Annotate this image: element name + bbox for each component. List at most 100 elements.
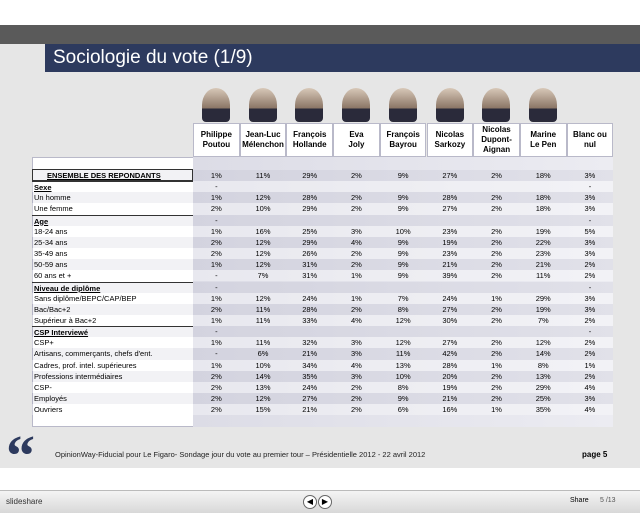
- cell: 8%: [397, 304, 409, 314]
- cell: 3%: [351, 226, 362, 236]
- column-header: Blanc ou nul: [566, 123, 614, 157]
- slide-title: Sociologie du vote (1/9): [45, 44, 640, 72]
- cell: 1%: [491, 405, 502, 415]
- cell: 28%: [442, 193, 458, 203]
- cell: 42%: [442, 349, 458, 359]
- cell: 2%: [351, 204, 362, 214]
- row-label: 60 ans et +: [34, 271, 72, 281]
- cell: 33%: [302, 315, 318, 325]
- cell: 27%: [442, 338, 458, 348]
- column-header: Eva Joly: [333, 123, 380, 157]
- cell: 2%: [491, 226, 502, 236]
- cell: 2%: [584, 349, 596, 359]
- cell: 25%: [535, 394, 551, 403]
- cell: 1%: [210, 338, 222, 348]
- cell: 2%: [210, 204, 222, 214]
- cell: 9%: [397, 394, 409, 403]
- cell: 12%: [255, 394, 271, 403]
- cell: 21%: [302, 349, 318, 359]
- candidate-photo: [202, 88, 230, 122]
- cell: 3%: [584, 237, 596, 247]
- next-button[interactable]: ▶: [318, 495, 332, 509]
- cell: 24%: [302, 293, 318, 303]
- prev-button[interactable]: ◀: [303, 495, 317, 509]
- cell: 12%: [255, 260, 271, 270]
- cell: 2%: [491, 271, 502, 281]
- cell: -: [215, 349, 218, 359]
- cell: 1%: [210, 260, 222, 270]
- cell: 29%: [535, 382, 551, 392]
- cell: 2%: [210, 382, 222, 392]
- cell: 12%: [255, 193, 271, 203]
- cell: 12%: [255, 237, 271, 247]
- cell: 1%: [210, 315, 222, 325]
- header-line: Eva: [349, 130, 364, 139]
- cell: 19%: [442, 237, 458, 247]
- cell: 2%: [491, 349, 502, 359]
- row-label: Une femme: [34, 204, 73, 214]
- column-header: Jean-Luc Mélenchon: [239, 123, 287, 157]
- row-label: Sexe: [32, 181, 193, 192]
- cell: 3%: [584, 304, 596, 314]
- cell: 3%: [584, 204, 596, 214]
- cell: 2%: [351, 394, 362, 403]
- cell: 12%: [395, 338, 411, 348]
- cell: 11%: [536, 271, 551, 281]
- logo[interactable]: slideshare: [6, 497, 43, 506]
- cell: 3%: [584, 249, 596, 259]
- cell: -: [215, 271, 218, 281]
- row-label: Bac/Bac+2: [34, 304, 71, 314]
- cell: 2%: [210, 249, 222, 259]
- cell: 11%: [255, 171, 271, 180]
- cell: 18%: [535, 193, 551, 203]
- row-band: [32, 393, 614, 405]
- cell: 9%: [397, 249, 409, 259]
- cell: 2%: [584, 338, 596, 348]
- cell: 7%: [397, 293, 409, 303]
- cell: 34%: [302, 360, 318, 370]
- cell: 10%: [255, 360, 271, 370]
- cell: 29%: [302, 171, 318, 180]
- row-label: Cadres, prof. intel. supérieures: [34, 360, 137, 370]
- cell: 1%: [351, 271, 362, 281]
- share-button[interactable]: Share: [570, 497, 589, 504]
- row-label: Sans diplôme/BEPC/CAP/BEP: [34, 293, 137, 303]
- header-line: Nicolas: [482, 125, 511, 134]
- header-line: François: [386, 130, 420, 139]
- row-band: [32, 248, 614, 260]
- row-band: [32, 270, 614, 282]
- row-band: [32, 192, 614, 204]
- cell: 3%: [584, 394, 596, 403]
- cell: 21%: [442, 260, 458, 270]
- row-band: [32, 170, 614, 182]
- cell: 6%: [257, 349, 269, 359]
- header-line: Mélenchon: [242, 140, 284, 149]
- cell: 12%: [535, 338, 551, 348]
- column-header: Philippe Poutou: [193, 123, 240, 157]
- cell: 19%: [442, 382, 458, 392]
- cell: 24%: [302, 382, 318, 392]
- cell: 9%: [397, 204, 409, 214]
- cell: 11%: [255, 315, 271, 325]
- cell: 22%: [535, 237, 551, 247]
- cell: 2%: [491, 338, 502, 348]
- header-line: nul: [583, 140, 596, 149]
- cell: 7%: [537, 315, 549, 325]
- row-label: Artisans, commerçants, chefs d'ent.: [34, 349, 153, 359]
- header-line: Le Pen: [530, 140, 557, 149]
- cell: 28%: [302, 304, 318, 314]
- cell: 29%: [302, 237, 318, 247]
- row-band: [32, 225, 614, 237]
- row-label: CSP-: [34, 382, 52, 392]
- page-number: page 5: [582, 450, 608, 459]
- header-line: Blanc ou: [573, 130, 607, 139]
- row-label: Age: [32, 214, 193, 226]
- row-band: [32, 337, 614, 349]
- top-band: [0, 25, 640, 44]
- cell: 14%: [255, 371, 271, 381]
- cell: -: [215, 327, 218, 337]
- cell: 2%: [491, 193, 502, 203]
- cell: 2%: [584, 260, 596, 270]
- cell: 2%: [491, 204, 502, 214]
- quote-mark: “: [6, 423, 35, 488]
